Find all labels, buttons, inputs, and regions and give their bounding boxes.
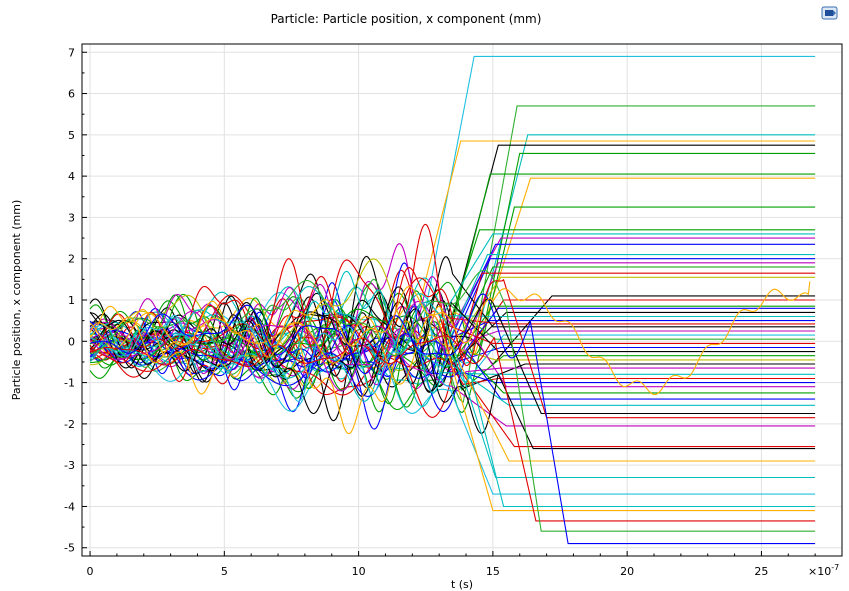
x-tick-label: 5 xyxy=(221,565,228,578)
particle-trajectory xyxy=(89,320,816,413)
particle-trajectory xyxy=(89,269,816,532)
particle-trajectory xyxy=(89,321,816,414)
x-tick-label: 25 xyxy=(754,565,768,578)
x-axis-label: t (s) xyxy=(451,578,473,591)
x-tick-label: 10 xyxy=(352,565,366,578)
y-tick-label: 6 xyxy=(68,88,75,101)
y-tick-label: 3 xyxy=(68,211,75,224)
particle-trajectory xyxy=(89,312,816,512)
x-multiplier: ×10-7 xyxy=(808,563,839,578)
graph-toolbar-button[interactable] xyxy=(820,4,840,22)
particle-trajectory xyxy=(89,292,816,450)
x-multiplier-exponent: -7 xyxy=(831,563,839,572)
y-tick-label: 1 xyxy=(68,294,75,307)
particle-trajectory xyxy=(89,301,816,495)
particle-trajectory xyxy=(89,270,816,508)
particle-trajectory xyxy=(90,293,816,545)
x-axis: 0 5 10 15 20 25 xyxy=(87,551,816,578)
y-axis-label: Particle position, x component (mm) xyxy=(10,200,23,400)
y-tick-label: -5 xyxy=(64,542,75,555)
x-tick-label: 0 xyxy=(87,565,94,578)
particle-trajectory xyxy=(89,243,816,375)
y-tick-label: 4 xyxy=(68,170,75,183)
particle-trajectory-oscillating xyxy=(89,281,811,396)
y-tick-label: 2 xyxy=(68,253,75,266)
series-layer xyxy=(89,55,816,545)
chart-title: Particle: Particle position, x component… xyxy=(271,12,542,26)
particle-trajectory xyxy=(89,310,816,427)
y-tick-label: 7 xyxy=(68,46,75,59)
particle-trajectory xyxy=(89,223,816,448)
y-axis: -5 -4 -3 -2 -1 0 1 2 3 4 5 6 7 xyxy=(64,46,87,555)
y-tick-label: -2 xyxy=(64,418,75,431)
export-image-icon xyxy=(821,6,838,20)
particle-trajectory xyxy=(89,305,816,462)
x-tick-label: 20 xyxy=(620,565,634,578)
particle-trajectory xyxy=(89,324,816,375)
y-tick-label: 5 xyxy=(68,129,75,142)
particle-trajectory xyxy=(89,276,816,388)
particle-trajectory xyxy=(90,277,816,354)
y-tick-label: -3 xyxy=(64,459,75,472)
y-tick-label: 0 xyxy=(68,335,75,348)
y-tick-label: -4 xyxy=(64,500,75,513)
particle-trajectory xyxy=(89,335,816,522)
particle-trajectory xyxy=(89,290,816,405)
x-tick-label: 15 xyxy=(486,565,500,578)
particle-trajectory xyxy=(89,267,816,419)
y-tick-label: -1 xyxy=(64,377,75,390)
